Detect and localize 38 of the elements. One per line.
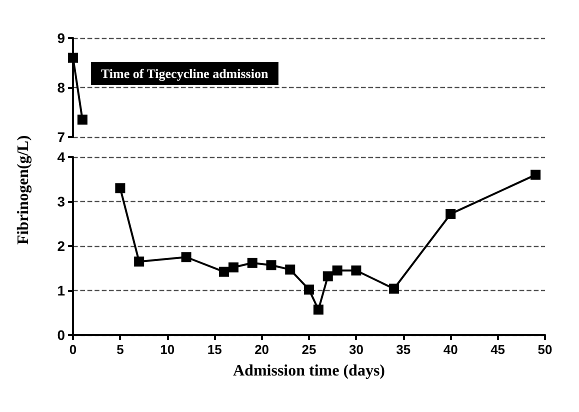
y-tick-label: 2 <box>57 238 66 254</box>
point <box>134 256 144 267</box>
point <box>304 284 314 295</box>
y-tick-label: 8 <box>57 80 66 96</box>
x-tick-label: 25 <box>302 342 316 357</box>
point <box>530 170 541 180</box>
point <box>266 260 276 270</box>
y-tick-label: 4 <box>57 149 66 165</box>
x-tick-label: 0 <box>69 342 77 357</box>
point <box>115 183 126 194</box>
annotation: Time of Tigecycline admission <box>101 66 269 81</box>
x-tick-label: 50 <box>538 342 552 357</box>
x-tick-label: 20 <box>254 342 270 357</box>
y-tick-label: 7 <box>57 129 66 145</box>
point <box>313 304 324 315</box>
point <box>446 208 456 219</box>
point <box>388 284 399 294</box>
x-tick-label: 40 <box>443 342 458 357</box>
y-tick-label: 9 <box>57 30 66 46</box>
x-tick-label: 30 <box>348 342 364 357</box>
x-tick-label: 15 <box>207 342 222 357</box>
point <box>322 271 333 282</box>
point <box>332 265 342 276</box>
y-tick-label: 1 <box>57 282 66 298</box>
y-tick-label: 0 <box>57 327 66 343</box>
point <box>285 264 296 275</box>
x-tick-label: 35 <box>396 342 411 357</box>
x-tick-label: 45 <box>490 342 506 357</box>
point <box>247 258 258 268</box>
x-axis-title: Admission time (days) <box>232 362 386 380</box>
point <box>219 266 230 277</box>
point <box>228 262 238 272</box>
y-axis-title: Fibrinogen(g/L) <box>15 135 33 245</box>
x-tick-label: 5 <box>116 342 124 357</box>
point <box>181 252 192 262</box>
point <box>351 265 362 276</box>
x-tick-label: 10 <box>160 342 175 357</box>
y-tick-label: 3 <box>57 194 66 210</box>
